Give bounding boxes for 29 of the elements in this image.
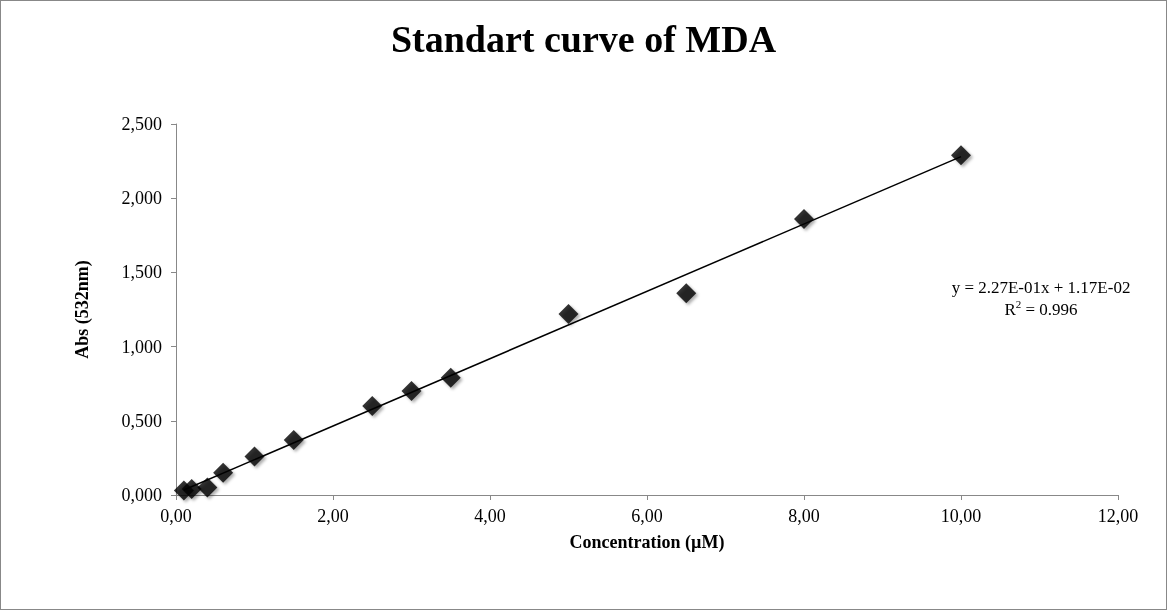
point xyxy=(676,283,697,304)
y-tick-label: 1,500 xyxy=(121,262,162,283)
point xyxy=(283,430,304,451)
y-axis-title: Abs (532nm) xyxy=(72,260,93,359)
point xyxy=(244,446,265,467)
point xyxy=(794,208,814,229)
x-tick-label: 6,00 xyxy=(631,506,663,526)
y-tick-label: 0,500 xyxy=(121,410,162,431)
point xyxy=(951,145,971,166)
y-tick-label: 0,000 xyxy=(121,485,162,505)
y-tick-label: 1,000 xyxy=(121,336,162,357)
point xyxy=(401,381,422,402)
x-tick-label: 10,00 xyxy=(940,506,982,526)
chart-title: Standart curve of MDA xyxy=(390,18,777,60)
point xyxy=(213,462,234,483)
y-tick-label: 2,000 xyxy=(121,188,162,209)
point xyxy=(181,479,202,500)
point xyxy=(440,367,461,388)
point xyxy=(197,477,218,498)
x-tick-label: 0,00 xyxy=(160,506,192,526)
x-tick-label: 4,00 xyxy=(474,506,506,526)
annotation: y = 2.27E-01x + 1.17E-02 xyxy=(951,277,1131,297)
y-tick-label: 2,500 xyxy=(121,114,162,134)
x-axis-title: Concentration (µM) xyxy=(569,532,725,553)
point xyxy=(362,395,383,416)
x-tick-label: 2,00 xyxy=(317,506,349,526)
point xyxy=(558,303,579,324)
x-tick-label: 8,00 xyxy=(788,506,820,526)
x-tick-label: 12,00 xyxy=(1097,506,1139,526)
